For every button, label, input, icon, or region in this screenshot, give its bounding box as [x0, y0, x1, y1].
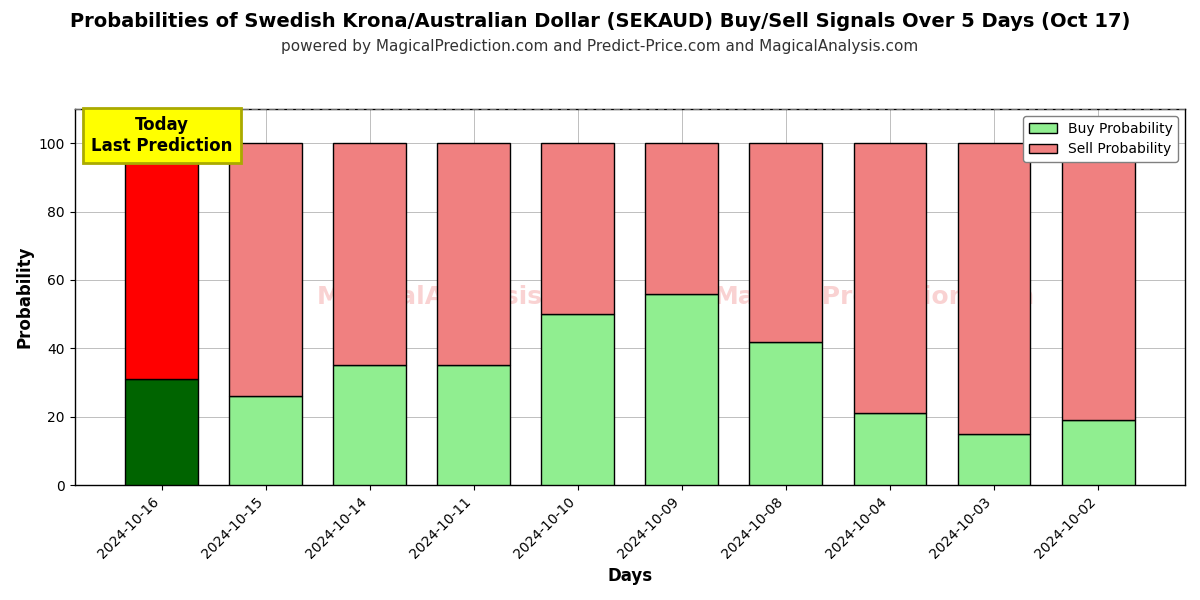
Bar — [125, 379, 198, 485]
Bar — [646, 143, 719, 293]
Text: powered by MagicalPrediction.com and Predict-Price.com and MagicalAnalysis.com: powered by MagicalPrediction.com and Pre… — [281, 39, 919, 54]
Bar — [1062, 143, 1134, 420]
Legend: Buy Probability, Sell Probability: Buy Probability, Sell Probability — [1024, 116, 1178, 162]
Bar — [958, 143, 1031, 434]
Bar — [853, 413, 926, 485]
Y-axis label: Probability: Probability — [16, 246, 34, 349]
Bar — [334, 365, 406, 485]
Text: MagicalAnalysis.com: MagicalAnalysis.com — [317, 285, 610, 309]
Bar — [541, 314, 614, 485]
Bar — [437, 143, 510, 365]
Text: Today
Last Prediction: Today Last Prediction — [91, 116, 233, 155]
Bar — [750, 341, 822, 485]
Bar — [229, 143, 302, 396]
Bar — [437, 365, 510, 485]
Bar — [958, 434, 1031, 485]
Text: Probabilities of Swedish Krona/Australian Dollar (SEKAUD) Buy/Sell Signals Over : Probabilities of Swedish Krona/Australia… — [70, 12, 1130, 31]
Bar — [334, 143, 406, 365]
Bar — [646, 293, 719, 485]
Text: MagicalPrediction.com: MagicalPrediction.com — [714, 285, 1034, 309]
Bar — [1062, 420, 1134, 485]
X-axis label: Days: Days — [607, 567, 653, 585]
Bar — [750, 143, 822, 341]
Bar — [853, 143, 926, 413]
Bar — [125, 143, 198, 379]
Bar — [229, 396, 302, 485]
Bar — [541, 143, 614, 314]
